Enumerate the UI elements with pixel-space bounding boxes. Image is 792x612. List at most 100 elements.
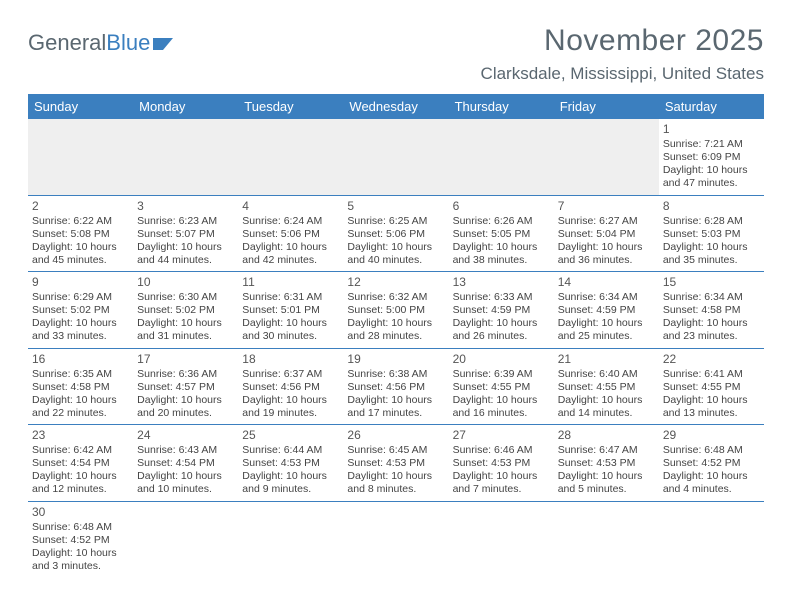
empty-cell	[343, 119, 448, 195]
day-cell: 12Sunrise: 6:32 AMSunset: 5:00 PMDayligh…	[343, 272, 448, 348]
day-number: 2	[32, 199, 129, 214]
day1-line: Daylight: 10 hours	[137, 470, 234, 483]
day2-line: and 14 minutes.	[558, 407, 655, 420]
week-row: 23Sunrise: 6:42 AMSunset: 4:54 PMDayligh…	[28, 425, 764, 502]
sunset-line: Sunset: 4:59 PM	[453, 304, 550, 317]
day-cell: 9Sunrise: 6:29 AMSunset: 5:02 PMDaylight…	[28, 272, 133, 348]
sunset-line: Sunset: 4:53 PM	[347, 457, 444, 470]
day-cell: 11Sunrise: 6:31 AMSunset: 5:01 PMDayligh…	[238, 272, 343, 348]
day-number: 23	[32, 428, 129, 443]
day-cell: 13Sunrise: 6:33 AMSunset: 4:59 PMDayligh…	[449, 272, 554, 348]
day-cell: 26Sunrise: 6:45 AMSunset: 4:53 PMDayligh…	[343, 425, 448, 501]
day-number: 28	[558, 428, 655, 443]
sunset-line: Sunset: 5:03 PM	[663, 228, 760, 241]
weekday-cell: Sunday	[28, 94, 133, 119]
day1-line: Daylight: 10 hours	[137, 317, 234, 330]
day2-line: and 7 minutes.	[453, 483, 550, 496]
sunset-line: Sunset: 4:57 PM	[137, 381, 234, 394]
sunrise-line: Sunrise: 6:38 AM	[347, 368, 444, 381]
sunset-line: Sunset: 5:06 PM	[242, 228, 339, 241]
empty-cell	[554, 119, 659, 195]
sunset-line: Sunset: 5:02 PM	[32, 304, 129, 317]
sunrise-line: Sunrise: 6:43 AM	[137, 444, 234, 457]
day1-line: Daylight: 10 hours	[663, 164, 760, 177]
day1-line: Daylight: 10 hours	[453, 317, 550, 330]
title-block: November 2025 Clarksdale, Mississippi, U…	[481, 24, 764, 84]
sunrise-line: Sunrise: 6:29 AM	[32, 291, 129, 304]
day-cell: 30Sunrise: 6:48 AMSunset: 4:52 PMDayligh…	[28, 502, 133, 578]
day-number: 14	[558, 275, 655, 290]
day-cell: 1Sunrise: 7:21 AMSunset: 6:09 PMDaylight…	[659, 119, 764, 195]
empty-cell	[133, 119, 238, 195]
day2-line: and 13 minutes.	[663, 407, 760, 420]
sunrise-line: Sunrise: 6:45 AM	[347, 444, 444, 457]
sunset-line: Sunset: 5:01 PM	[242, 304, 339, 317]
sunrise-line: Sunrise: 6:34 AM	[558, 291, 655, 304]
day1-line: Daylight: 10 hours	[137, 241, 234, 254]
day-number: 27	[453, 428, 550, 443]
day1-line: Daylight: 10 hours	[558, 470, 655, 483]
empty-cell	[343, 502, 448, 578]
weekday-cell: Monday	[133, 94, 238, 119]
day-cell: 4Sunrise: 6:24 AMSunset: 5:06 PMDaylight…	[238, 196, 343, 272]
empty-cell	[659, 502, 764, 578]
sunset-line: Sunset: 4:53 PM	[242, 457, 339, 470]
sunset-line: Sunset: 5:06 PM	[347, 228, 444, 241]
day2-line: and 26 minutes.	[453, 330, 550, 343]
day-number: 1	[663, 122, 760, 137]
day-cell: 3Sunrise: 6:23 AMSunset: 5:07 PMDaylight…	[133, 196, 238, 272]
day1-line: Daylight: 10 hours	[558, 394, 655, 407]
day1-line: Daylight: 10 hours	[32, 317, 129, 330]
sunset-line: Sunset: 4:58 PM	[663, 304, 760, 317]
day-number: 18	[242, 352, 339, 367]
day2-line: and 30 minutes.	[242, 330, 339, 343]
sunrise-line: Sunrise: 6:34 AM	[663, 291, 760, 304]
empty-cell	[449, 502, 554, 578]
day2-line: and 17 minutes.	[347, 407, 444, 420]
day2-line: and 33 minutes.	[32, 330, 129, 343]
week-row: 30Sunrise: 6:48 AMSunset: 4:52 PMDayligh…	[28, 502, 764, 578]
weekday-cell: Thursday	[449, 94, 554, 119]
sunset-line: Sunset: 4:59 PM	[558, 304, 655, 317]
sunset-line: Sunset: 6:09 PM	[663, 151, 760, 164]
day-cell: 14Sunrise: 6:34 AMSunset: 4:59 PMDayligh…	[554, 272, 659, 348]
day-number: 30	[32, 505, 129, 520]
day-number: 19	[347, 352, 444, 367]
day2-line: and 47 minutes.	[663, 177, 760, 190]
page: GeneralBlue November 2025 Clarksdale, Mi…	[0, 0, 792, 577]
sunrise-line: Sunrise: 6:42 AM	[32, 444, 129, 457]
location: Clarksdale, Mississippi, United States	[481, 64, 764, 84]
day-number: 7	[558, 199, 655, 214]
sunrise-line: Sunrise: 6:27 AM	[558, 215, 655, 228]
weekday-header-row: SundayMondayTuesdayWednesdayThursdayFrid…	[28, 94, 764, 119]
day1-line: Daylight: 10 hours	[663, 317, 760, 330]
day-cell: 18Sunrise: 6:37 AMSunset: 4:56 PMDayligh…	[238, 349, 343, 425]
sunrise-line: Sunrise: 6:26 AM	[453, 215, 550, 228]
day2-line: and 12 minutes.	[32, 483, 129, 496]
empty-cell	[554, 502, 659, 578]
day2-line: and 4 minutes.	[663, 483, 760, 496]
calendar: SundayMondayTuesdayWednesdayThursdayFrid…	[28, 94, 764, 577]
sunrise-line: Sunrise: 6:33 AM	[453, 291, 550, 304]
day-number: 4	[242, 199, 339, 214]
week-row: 1Sunrise: 7:21 AMSunset: 6:09 PMDaylight…	[28, 119, 764, 196]
sunrise-line: Sunrise: 6:48 AM	[32, 521, 129, 534]
day1-line: Daylight: 10 hours	[453, 394, 550, 407]
logo-text-1: General	[28, 30, 106, 56]
day1-line: Daylight: 10 hours	[453, 470, 550, 483]
weekday-cell: Tuesday	[238, 94, 343, 119]
sunrise-line: Sunrise: 6:28 AM	[663, 215, 760, 228]
logo: GeneralBlue	[28, 24, 175, 56]
day-cell: 25Sunrise: 6:44 AMSunset: 4:53 PMDayligh…	[238, 425, 343, 501]
day2-line: and 10 minutes.	[137, 483, 234, 496]
day2-line: and 35 minutes.	[663, 254, 760, 267]
day-number: 9	[32, 275, 129, 290]
day1-line: Daylight: 10 hours	[347, 241, 444, 254]
sunset-line: Sunset: 4:55 PM	[663, 381, 760, 394]
day-cell: 16Sunrise: 6:35 AMSunset: 4:58 PMDayligh…	[28, 349, 133, 425]
sunset-line: Sunset: 5:02 PM	[137, 304, 234, 317]
day2-line: and 22 minutes.	[32, 407, 129, 420]
day2-line: and 28 minutes.	[347, 330, 444, 343]
sunset-line: Sunset: 4:56 PM	[347, 381, 444, 394]
month-title: November 2025	[481, 24, 764, 58]
